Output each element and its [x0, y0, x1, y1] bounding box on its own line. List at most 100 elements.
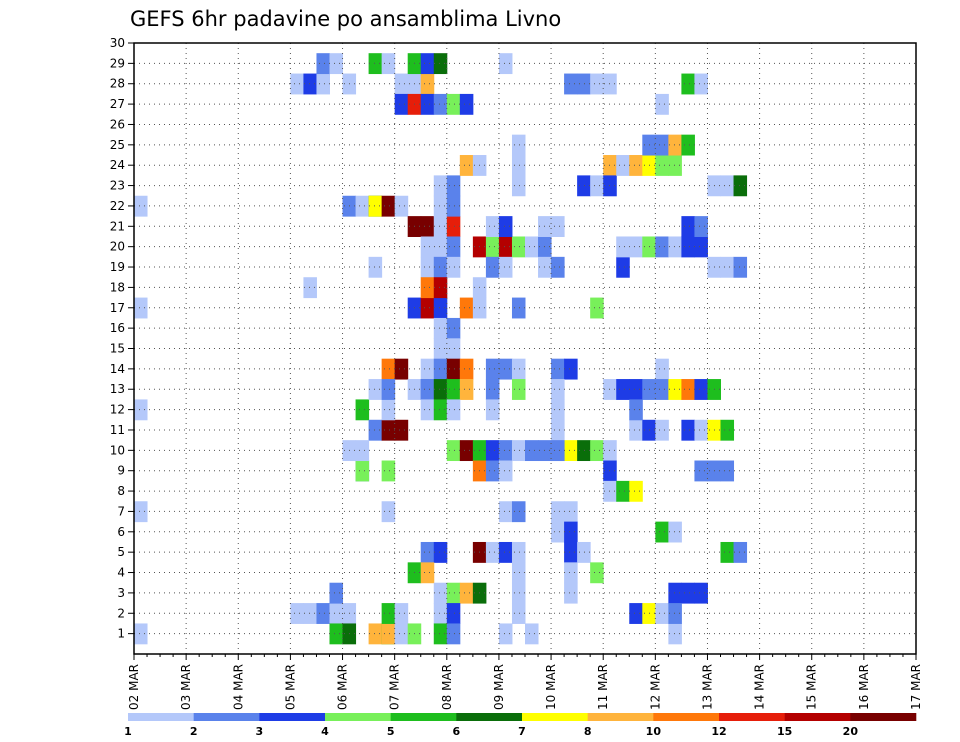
heat-cell	[511, 379, 526, 400]
heat-cell	[668, 603, 682, 624]
heat-cell	[420, 541, 435, 563]
heat-cell	[616, 480, 630, 502]
heat-cell	[498, 358, 513, 380]
colorbar-swatch	[193, 713, 260, 721]
y-tick-label: 9	[117, 464, 125, 478]
heat-cell	[655, 93, 669, 115]
heat-cell	[316, 53, 330, 75]
heat-cell	[616, 236, 630, 258]
heat-cell	[511, 562, 526, 584]
heat-cell	[446, 317, 461, 339]
x-tick-label: 16 MAR	[857, 664, 871, 710]
y-tick-label: 24	[110, 158, 125, 172]
heat-cell	[433, 338, 448, 360]
heat-cell	[459, 440, 474, 462]
heat-cell	[485, 440, 500, 462]
heat-cell	[433, 603, 448, 624]
heat-cell	[525, 236, 539, 258]
heat-cell	[564, 501, 578, 523]
colorbar-label: 10	[646, 725, 662, 738]
heat-cell	[577, 175, 591, 197]
heat-cell	[446, 93, 461, 115]
heat-cell	[616, 256, 630, 278]
y-tick-label: 19	[110, 260, 125, 274]
heat-cell	[303, 73, 317, 95]
heat-cell	[394, 358, 409, 380]
heat-cell	[433, 277, 448, 299]
colorbar-label: 8	[584, 725, 592, 738]
heat-cell	[655, 379, 669, 400]
y-tick-label: 11	[110, 423, 125, 437]
heat-cell	[498, 53, 513, 75]
heat-cell	[420, 297, 435, 319]
heat-cell	[134, 623, 148, 645]
heat-cell	[433, 175, 448, 197]
heat-cell	[420, 216, 435, 237]
heat-cell	[134, 195, 148, 217]
heat-cell	[629, 480, 643, 502]
heat-cell	[733, 256, 748, 278]
y-tick-label: 27	[110, 97, 125, 111]
heat-cell	[629, 155, 643, 176]
heat-cell	[564, 541, 578, 563]
heat-cell	[394, 73, 409, 95]
heat-cell	[498, 541, 513, 563]
heat-cell	[433, 53, 448, 75]
heat-cell	[485, 236, 500, 258]
colorbar-swatch	[850, 713, 917, 721]
heat-cell	[629, 603, 643, 624]
colorbar-label: 15	[777, 725, 792, 738]
heat-cell	[511, 358, 526, 380]
heat-cell	[420, 53, 435, 75]
heat-cell	[511, 582, 526, 604]
heat-cell	[329, 53, 344, 75]
heat-cell	[655, 134, 669, 156]
heat-cell	[498, 460, 513, 482]
heat-cell	[694, 419, 708, 441]
heat-cell	[459, 582, 474, 604]
heat-cell	[420, 236, 435, 258]
heat-cell	[303, 603, 317, 624]
heat-cell	[551, 419, 565, 441]
heat-cell	[394, 419, 409, 441]
x-tick-label: 11 MAR	[596, 664, 610, 710]
heat-cell	[681, 582, 695, 604]
colorbar-label: 12	[711, 725, 726, 738]
heat-cell	[446, 175, 461, 197]
heat-cell	[394, 93, 409, 115]
heat-cell	[446, 216, 461, 237]
heat-cell	[511, 541, 526, 563]
heat-cell	[551, 399, 565, 421]
x-tick-label: 05 MAR	[283, 664, 297, 710]
heat-cell	[303, 277, 317, 299]
heat-cell	[668, 521, 682, 543]
heat-cell	[394, 195, 409, 217]
x-tick-label: 07 MAR	[388, 664, 402, 710]
y-tick-label: 20	[110, 240, 125, 254]
heat-cell	[694, 73, 708, 95]
heat-cell	[564, 562, 578, 584]
heat-cell	[655, 236, 669, 258]
y-tick-label: 6	[117, 525, 125, 539]
heat-cell	[381, 603, 396, 624]
heat-cell	[433, 216, 448, 237]
heat-cell	[446, 582, 461, 604]
heat-cell	[564, 440, 578, 462]
x-tick-label: 02 MAR	[127, 664, 141, 710]
heat-cell	[498, 501, 513, 523]
heat-cell	[459, 155, 474, 176]
heat-cell	[433, 256, 448, 278]
heat-cell	[368, 195, 383, 217]
heat-cell	[511, 134, 526, 156]
heat-cell	[420, 73, 435, 95]
colorbar-swatch	[784, 713, 851, 721]
heat-cell	[577, 440, 591, 462]
x-axis: 02 MAR 03 MAR 04 MAR 05 MAR 06 MAR 07 MAR 08 M…	[127, 654, 923, 710]
heat-cell	[316, 603, 330, 624]
heat-cell	[459, 297, 474, 319]
y-tick-label: 25	[110, 138, 125, 152]
heat-cell	[329, 582, 344, 604]
heat-cell	[290, 603, 304, 624]
heat-cell	[420, 562, 435, 584]
